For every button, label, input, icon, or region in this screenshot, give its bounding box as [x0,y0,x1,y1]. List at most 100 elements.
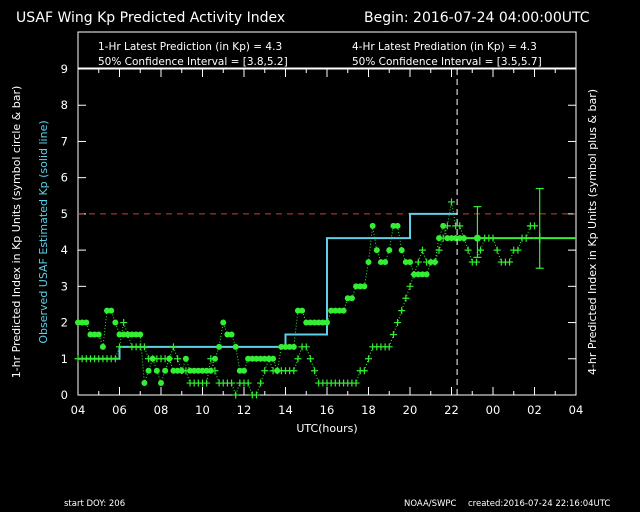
four-hr-point [352,379,360,387]
one-hr-point [249,355,256,362]
one-hr-point [203,367,210,374]
four-hr-point [111,355,119,363]
one-hr-point [319,319,326,326]
x-tick-label: 04 [71,403,86,417]
four-hr-point [385,343,393,351]
x-tick-label: 12 [237,403,252,417]
one-hr-point [191,367,198,374]
one-hr-point [182,355,189,362]
one-hr-point [116,331,123,338]
one-hr-point [398,247,405,254]
one-hr-point [332,307,339,314]
four-hr-point [257,379,265,387]
y-tick-label: 3 [61,279,68,293]
one-hr-point [128,331,135,338]
one-hr-point [444,235,451,242]
y-tick-label: 5 [61,207,68,221]
four-hr-point [472,258,480,266]
four-hr-point [302,343,310,351]
one-hr-point [365,259,372,266]
created-time: created:2016-07-24 22:16:04UTC [468,499,610,509]
one-hr-point [407,259,413,266]
y-tick-label: 9 [61,62,68,76]
one-hr-point [369,222,376,229]
one-hr-point [290,343,297,350]
one-hr-point [286,343,293,350]
x-tick-label: 22 [444,403,459,417]
one-hr-point [112,319,119,326]
one-hr-point [373,247,380,254]
one-hr-point [257,355,264,362]
one-hr-point [299,307,306,314]
one-hr-point [361,283,368,290]
y-tick-label: 6 [61,171,68,185]
four-hr-point [389,331,397,339]
four-hr-point [360,367,368,375]
one-hr-point [79,319,86,326]
one-hr-point [261,355,268,362]
x-tick-label: 00 [486,403,501,417]
four-hr-point [464,246,472,254]
one-hr-point [207,367,214,374]
one-hr-point [415,271,422,278]
one-hr-point [411,271,418,278]
y-axis-label-observed: Observed USAF Estimated Kp (solid line) [37,120,50,343]
four-hr-point [418,246,426,254]
one-hr-point [141,380,148,387]
one-hr-point [228,331,235,338]
four-hr-point [531,222,538,230]
one-hr-prediction-series [75,222,467,387]
one-hr-point [348,295,355,302]
four-hr-point [244,379,252,387]
four-hr-point [365,355,372,363]
one-hr-point [149,355,156,362]
one-hr-point [83,319,90,326]
one-hr-point [108,307,115,314]
one-hr-point [178,367,185,374]
one-hr-point [137,331,144,338]
x-tick-labels: 04 06 08 10 12 14 16 18 20 22 00 02 04 [71,403,584,417]
one-hr-point [187,367,194,374]
x-tick-label: 10 [195,403,210,417]
four-hr-point [477,246,485,254]
one-hr-ci: 50% Confidence Interval = [3.8,5.2] [98,56,288,68]
four-hr-point [174,355,182,363]
four-hr-latest-point [534,233,545,244]
four-hr-point [169,343,177,351]
four-hr-point [228,379,236,387]
four-hr-point [456,222,464,230]
one-hr-point [95,331,102,338]
info-box [77,31,577,69]
four-hr-point [406,282,414,290]
four-hr-point [493,246,501,254]
one-hr-point [460,235,467,242]
one-hr-point [153,367,160,374]
one-hr-point [216,343,223,350]
one-hr-point [419,271,426,278]
four-hr-point [311,367,319,375]
x-axis-label: UTC(hours) [296,422,357,435]
x-tick-label: 02 [527,403,542,417]
one-hr-point [303,319,310,326]
one-hr-point [166,355,173,362]
x-tick-label: 16 [320,403,335,417]
one-hr-point [133,331,140,338]
one-hr-point [195,367,202,374]
one-hr-point [394,222,401,229]
x-tick-label: 06 [112,403,127,417]
four-hr-point [120,319,128,327]
four-hr-ci: 50% Confidence Interval = [3.5,5.7] [352,56,542,68]
one-hr-point [199,367,206,374]
one-hr-point [120,331,127,338]
four-hr-prediction: 4-Hr Latest Prediation (in Kp) = 4.3 [352,41,537,53]
one-hr-latest-point [473,234,481,242]
four-hr-point [252,391,260,399]
one-hr-point [353,283,360,290]
one-hr-point [344,295,351,302]
x-tick-label: 08 [154,403,169,417]
x-tick-label: 14 [278,403,293,417]
confidence-bars [473,187,545,269]
four-hr-dotted-line [78,201,535,397]
one-hr-point [431,259,438,266]
